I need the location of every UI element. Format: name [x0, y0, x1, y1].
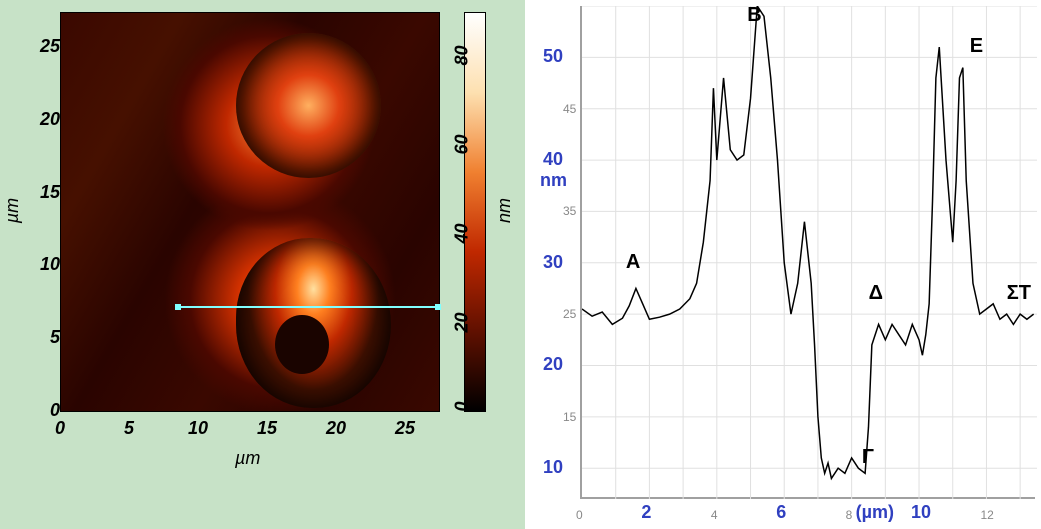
chart-x-unit: (µm)	[856, 502, 894, 523]
chart-y-tick-label: 50	[543, 46, 563, 67]
afm-y-axis: 0 5 10 15 20 25	[20, 12, 60, 412]
chart-annotation: Δ	[869, 282, 883, 305]
afm-feature-lower-blob	[236, 238, 391, 408]
chart-x-tick-label: 6	[776, 502, 786, 523]
chart-annotation: Α	[626, 251, 640, 274]
chart-y-tick-label: 40	[543, 149, 563, 170]
x-tick-label: 25	[395, 418, 415, 439]
chart-x-minor-tick-label: 12	[980, 508, 993, 522]
afm-topography-image	[60, 12, 440, 412]
afm-x-axis-label: µm	[235, 448, 260, 469]
profile-chart-panel: nm Α Β Γ Δ Ε ΣΤ 10 20 30 40 50 15 25 35 45 2 6 10 0 4 8 12 (…	[525, 0, 1041, 529]
chart-x-minor-tick-label: 0	[576, 508, 583, 522]
afm-feature-upper-blob	[236, 33, 381, 178]
chart-y-minor-tick-label: 25	[563, 307, 576, 321]
cb-tick-label: 60	[452, 135, 473, 155]
y-tick-label: 20	[40, 109, 60, 130]
chart-y-tick-label: 10	[543, 457, 563, 478]
y-tick-label: 15	[40, 182, 60, 203]
chart-annotation: Β	[747, 4, 761, 27]
chart-y-tick-label: 30	[543, 252, 563, 273]
afm-colorbar	[464, 12, 486, 412]
chart-annotation: Γ	[862, 446, 874, 469]
profile-scan-line	[178, 306, 438, 308]
y-tick-label: 10	[40, 254, 60, 275]
x-tick-label: 20	[326, 418, 346, 439]
chart-annotation: ΣΤ	[1007, 282, 1031, 305]
chart-x-tick-label: 2	[641, 502, 651, 523]
x-tick-label: 15	[257, 418, 277, 439]
cb-tick-label: 40	[452, 224, 473, 244]
cb-tick-label: 20	[452, 313, 473, 333]
chart-y-minor-tick-label: 15	[563, 410, 576, 424]
chart-x-tick-label: 10	[911, 502, 931, 523]
colorbar-axis: 0 20 40 60 80	[432, 12, 462, 412]
colorbar-label: nm	[494, 198, 515, 223]
y-tick-label: 5	[50, 327, 60, 348]
x-tick-label: 10	[188, 418, 208, 439]
afm-y-axis-label: µm	[2, 198, 23, 223]
annotation-layer: Α Β Γ Δ Ε ΣΤ	[580, 6, 1035, 499]
chart-y-minor-tick-label: 35	[563, 204, 576, 218]
afm-x-axis: 0 5 10 15 20 25	[60, 418, 440, 448]
afm-panel: 0 5 10 15 20 25 µm 0 5 10 15 20 25 µm 0 …	[0, 0, 525, 529]
x-tick-label: 0	[55, 418, 65, 439]
chart-y-unit: nm	[540, 170, 567, 191]
chart-annotation: Ε	[970, 35, 983, 58]
cb-tick-label: 80	[452, 46, 473, 66]
chart-y-minor-tick-label: 45	[563, 102, 576, 116]
chart-y-tick-label: 20	[543, 354, 563, 375]
cb-tick-label: 0	[452, 402, 473, 412]
chart-x-minor-tick-label: 4	[711, 508, 718, 522]
chart-x-minor-tick-label: 8	[846, 508, 853, 522]
x-tick-label: 5	[124, 418, 134, 439]
y-tick-label: 25	[40, 36, 60, 57]
